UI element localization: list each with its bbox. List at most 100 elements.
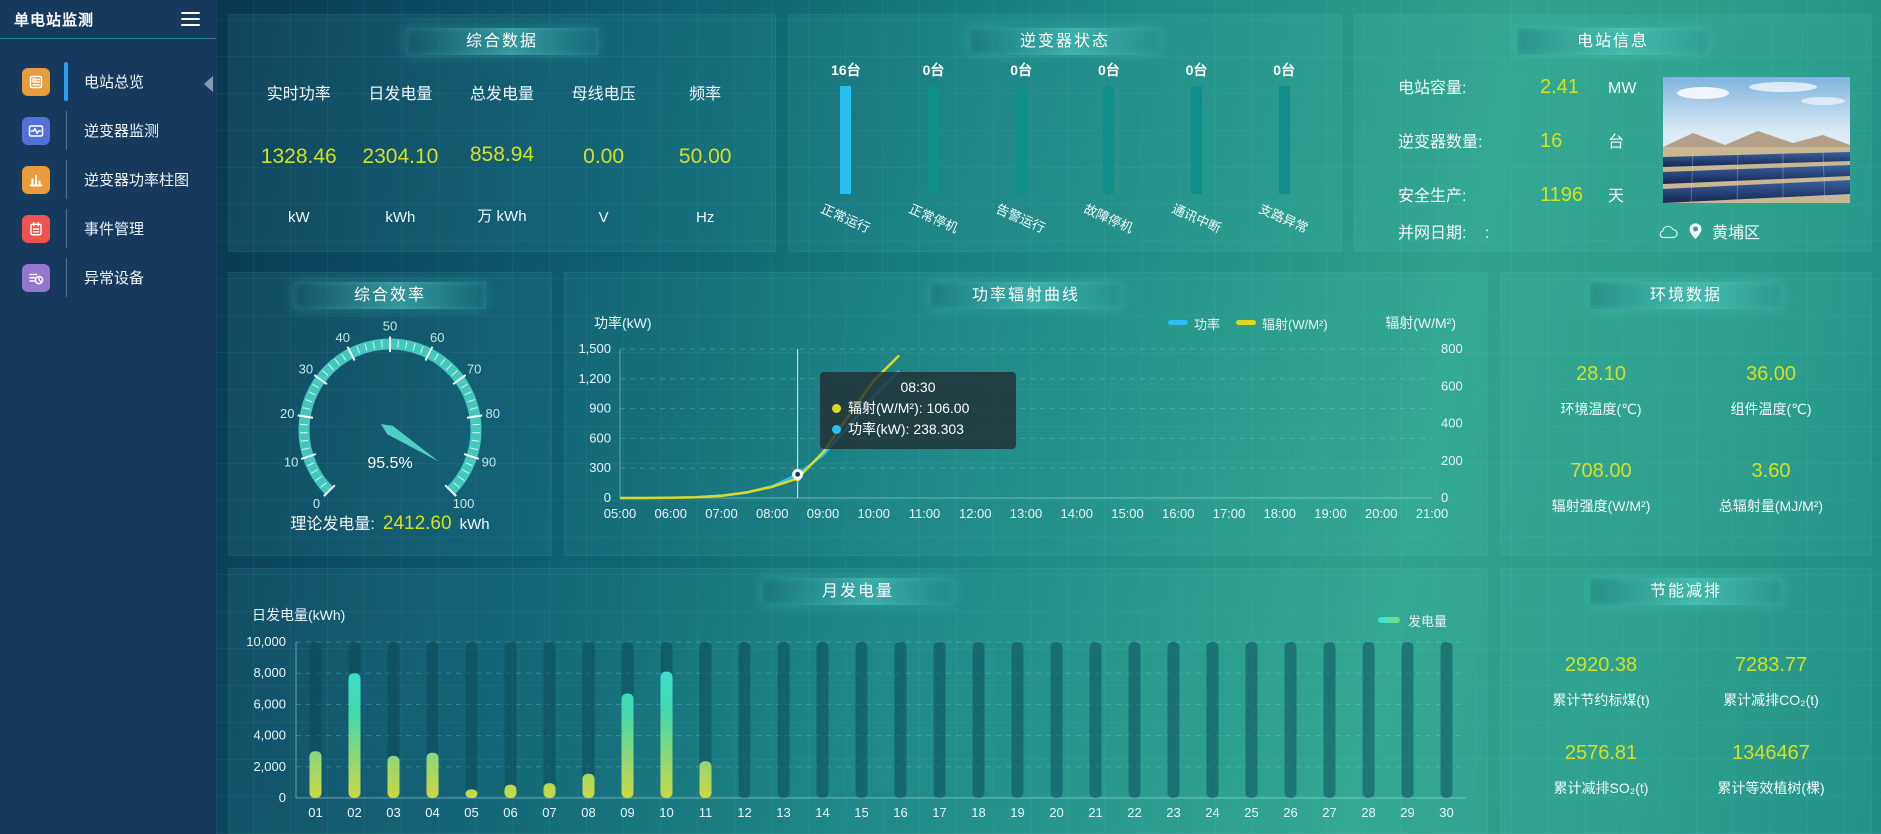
energy-saving-label: 累计减排CO₂(t) <box>1723 692 1819 708</box>
inverter-slot-4: 0台 通讯中断 <box>1153 60 1241 246</box>
station-info-row-2: 安全生产: 1196 天 <box>1398 182 1636 236</box>
svg-text:03: 03 <box>386 805 400 820</box>
grid-date-label: 并网日期: <box>1398 225 1467 242</box>
inverter-bar <box>1015 86 1027 194</box>
bar-shadow <box>972 642 985 798</box>
svg-text:09: 09 <box>620 805 634 820</box>
tooltip-power-row: 功率(kW): 238.303 <box>832 419 1004 440</box>
sidebar-item-event-management[interactable]: 事件管理 <box>0 204 216 253</box>
svg-text:23: 23 <box>1166 805 1180 820</box>
svg-text:19:00: 19:00 <box>1314 506 1347 521</box>
svg-text:功率: 功率 <box>1194 317 1220 332</box>
inverter-state-label: 正常停机 <box>906 200 960 236</box>
inverter-count: 0台 <box>1010 62 1033 78</box>
theory-unit: kWh <box>459 516 490 533</box>
hamburger-menu-icon[interactable] <box>181 8 200 30</box>
panel-title-environment: 环境数据 <box>1590 282 1782 309</box>
svg-text:06:00: 06:00 <box>654 506 687 521</box>
generation-bar-02 <box>348 673 361 798</box>
environment-label: 辐射强度(W/M²) <box>1551 497 1651 514</box>
generation-bar-10 <box>660 671 673 798</box>
svg-text:21: 21 <box>1088 805 1102 820</box>
theoretical-generation: 理论发电量: 2412.60 kWh <box>228 510 552 535</box>
station-info-rows: 电站容量: 2.41 MW 逆变器数量: 16 台安全生产: 1196 天 <box>1398 74 1636 236</box>
inverter-slot-3: 0台 故障停机 <box>1065 60 1153 246</box>
generation-bar-06 <box>504 784 517 798</box>
monthly-generation-bar-chart[interactable]: 0 2,000 4,000 6,000 8,000 10,000 日发电量(kWh) 发电量 0… <box>228 568 1488 834</box>
panel-title-power-radiation: 功率辐射曲线 <box>930 282 1122 309</box>
bar-shadow <box>738 642 751 798</box>
svg-text:05:00: 05:00 <box>604 506 637 521</box>
abnormal-device-icon <box>22 263 50 292</box>
left-axis-title: 功率(kW) <box>594 315 652 331</box>
metric-label: 频率 <box>689 86 722 103</box>
svg-text:0: 0 <box>279 790 286 805</box>
environment-cell-1: 36.00 组件温度(℃) <box>1686 342 1856 439</box>
svg-text:10,000: 10,000 <box>246 634 286 649</box>
svg-text:40: 40 <box>336 330 350 345</box>
station-info-row-1: 逆变器数量: 16 台 <box>1398 128 1636 182</box>
radiation-dot-icon <box>832 404 841 413</box>
inverter-state-label: 支路异常 <box>1256 200 1311 236</box>
generation-bar-09 <box>621 693 634 798</box>
bar-legend[interactable]: 发电量 <box>1378 614 1447 629</box>
environment-cell-3: 3.60 总辐射量(MJ/M²) <box>1686 439 1856 536</box>
station-row-label: 逆变器数量: <box>1398 134 1483 151</box>
sidebar-item-label: 逆变器监测 <box>84 123 160 140</box>
metric-value: 0.00 <box>583 144 625 168</box>
sidebar-item-inverter-monitor[interactable]: 逆变器监测 <box>0 106 216 155</box>
inverter-slot-2: 0台 告警运行 <box>977 60 1065 246</box>
bar-shadow <box>699 642 712 798</box>
metric-value: 2304.10 <box>362 144 439 168</box>
station-row-unit: 台 <box>1608 134 1625 151</box>
environment-cell-0: 28.10 环境温度(℃) <box>1516 342 1686 439</box>
station-row-value: 16 <box>1540 130 1563 152</box>
svg-text:18:00: 18:00 <box>1263 506 1296 521</box>
svg-text:28: 28 <box>1361 805 1375 820</box>
line-legend[interactable]: 功率 辐射(W/M²) <box>1168 317 1328 332</box>
svg-text:29: 29 <box>1400 805 1414 820</box>
menu-rail <box>66 209 67 248</box>
energy-saving-label: 累计等效植树(棵) <box>1717 780 1825 796</box>
panel-energy-saving: 节能减排 2920.38 累计节约标煤(t) 7283.77 累计减排CO₂(t) 25… <box>1500 568 1872 834</box>
sidebar-item-inverter-power-bars[interactable]: 逆变器功率柱图 <box>0 155 216 204</box>
inverter-bar <box>1278 86 1290 194</box>
bar-shadow <box>1206 642 1219 798</box>
sidebar-item-abnormal-device[interactable]: 异常设备 <box>0 253 216 302</box>
menu-rail <box>66 258 67 297</box>
bar-shadow <box>1050 642 1063 798</box>
svg-text:300: 300 <box>589 460 611 475</box>
bar-shadow <box>1284 642 1297 798</box>
panel-station-info: 电站信息 电站容量: 2.41 MW 逆变器数量: 16 台安全生产: 1196 天 <box>1354 14 1872 252</box>
energy-saving-cell-1: 7283.77 累计减排CO₂(t) <box>1686 638 1856 726</box>
svg-text:70: 70 <box>467 361 481 376</box>
sidebar-item-label: 逆变器功率柱图 <box>84 172 190 189</box>
bar-shadow <box>855 642 868 798</box>
solar-farm-image <box>1663 77 1850 203</box>
sidebar-item-plant-overview[interactable]: 电站总览 <box>0 57 216 106</box>
menu-rail <box>64 62 68 101</box>
station-info-footer: 并网日期: : 黄埔区 <box>1398 218 1848 244</box>
metric-1: 日发电量 2304.10 kWh <box>350 80 452 226</box>
weather-cloud-icon <box>1659 225 1678 238</box>
sidebar-collapse-arrow-icon[interactable] <box>204 76 213 92</box>
gauge-value: 95.5% <box>367 455 412 472</box>
sidebar-header: 单电站监测 <box>0 0 216 39</box>
location-group: 黄埔区 <box>1657 219 1760 243</box>
svg-text:20:00: 20:00 <box>1365 506 1398 521</box>
metric-label: 母线电压 <box>571 86 636 103</box>
bar-shadow <box>816 642 829 798</box>
right-axis-title: 辐射(W/M²) <box>1385 315 1456 331</box>
environment-grid: 28.10 环境温度(℃) 36.00 组件温度(℃) 708.00 辐射强度(W/M²)… <box>1516 342 1856 536</box>
district-label: 黄埔区 <box>1711 225 1760 242</box>
tooltip-radiation-row: 辐射(W/M²): 106.00 <box>832 398 1004 419</box>
energy-saving-cell-0: 2920.38 累计节约标煤(t) <box>1516 638 1686 726</box>
inverter-count: 0台 <box>922 62 945 78</box>
efficiency-gauge-chart[interactable]: 0 10 20 30 40 50 60 70 80 90 100 95.5% <box>228 272 552 556</box>
svg-text:01: 01 <box>308 805 322 820</box>
menu-rail <box>66 160 67 199</box>
power-radiation-line-chart[interactable]: 0 300 600 900 1,200 1,500 0 200 400 600 800 05:00 06… <box>564 272 1488 556</box>
svg-text:07:00: 07:00 <box>705 506 738 521</box>
svg-text:90: 90 <box>482 455 496 470</box>
environment-value: 28.10 <box>1575 362 1627 385</box>
